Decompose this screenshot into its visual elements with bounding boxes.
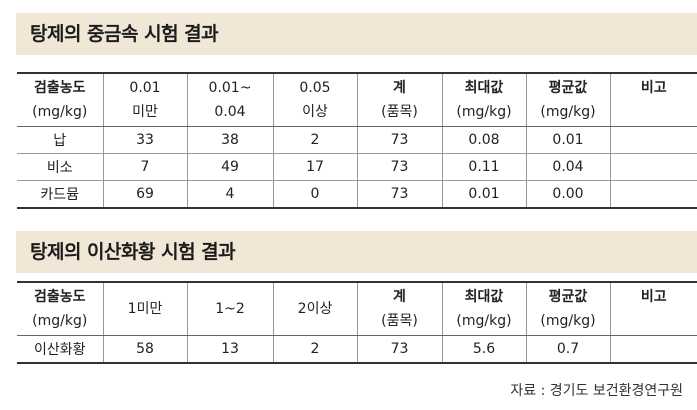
table-cell: 13 [186, 335, 273, 364]
table-cell: 2 [272, 335, 357, 364]
t1-col-concentration: 검출농도 (mg/kg) [17, 72, 103, 127]
table-cell [609, 180, 697, 209]
table1-title: 탕제의 중금속 시험 결과 [16, 13, 697, 55]
heavy-metal-table: 검출농도 (mg/kg) 0.01 미만 0.01~ 0.04 0.05 이상 계 (품목… [17, 72, 697, 209]
table-cell: 7 [102, 153, 187, 181]
table-cell: 73 [356, 335, 442, 364]
table-row: 이산화황 58 13 2 73 5.6 0.7 [17, 335, 697, 364]
row-label: 이산화황 [17, 335, 103, 364]
row-label: 비소 [17, 153, 103, 181]
table-cell: 0.01 [525, 126, 610, 154]
table-cell: 49 [186, 153, 273, 181]
table-row: 카드뮴 69 4 0 73 0.01 0.00 [17, 180, 697, 209]
table-cell: 0.11 [441, 153, 526, 181]
t1-col-total: 계 (품목) [356, 72, 442, 127]
row-label: 카드뮴 [17, 180, 103, 209]
table-cell: 73 [356, 153, 442, 181]
table-cell: 2 [272, 126, 357, 154]
t2-col-avg: 평균값 (mg/kg) [525, 281, 610, 336]
table-cell [609, 153, 697, 181]
table-cell: 4 [186, 180, 273, 209]
t1-col-max: 최대값 (mg/kg) [441, 72, 526, 127]
table-cell: 0.01 [441, 180, 526, 209]
table-cell: 58 [102, 335, 187, 364]
t1-col-remarks: 비고 [609, 72, 697, 127]
table-cell: 0.00 [525, 180, 610, 209]
table-cell: 5.6 [441, 335, 526, 364]
t2-col-1-2: 1~2 [186, 281, 273, 336]
table-cell: 69 [102, 180, 187, 209]
table-cell: 73 [356, 180, 442, 209]
table1-header-row: 검출농도 (mg/kg) 0.01 미만 0.01~ 0.04 0.05 이상 계 (품목… [17, 72, 697, 127]
row-label: 납 [17, 126, 103, 154]
t1-col-over-005: 0.05 이상 [272, 72, 357, 127]
table-cell: 0.04 [525, 153, 610, 181]
t2-col-remarks: 비고 [609, 281, 697, 336]
table-cell: 0.08 [441, 126, 526, 154]
t2-col-under-1: 1미만 [102, 281, 187, 336]
source-note: 자료 : 경기도 보건환경연구원 [510, 383, 683, 399]
t2-col-max: 최대값 (mg/kg) [441, 281, 526, 336]
table2-title: 탕제의 이산화황 시험 결과 [16, 231, 697, 273]
sulfur-dioxide-table: 검출농도 (mg/kg) 1미만 1~2 2이상 계 (품목) 최대값 (mg/kg)… [17, 281, 697, 364]
t2-col-total: 계 (품목) [356, 281, 442, 336]
table-cell: 17 [272, 153, 357, 181]
t1-col-001-004: 0.01~ 0.04 [186, 72, 273, 127]
t2-col-over-2: 2이상 [272, 281, 357, 336]
table-cell [609, 126, 697, 154]
table-cell: 33 [102, 126, 187, 154]
table-cell: 38 [186, 126, 273, 154]
t1-col-under-001: 0.01 미만 [102, 72, 187, 127]
table-cell: 0 [272, 180, 357, 209]
table-cell: 73 [356, 126, 442, 154]
table-cell [609, 335, 697, 364]
table-row: 비소 7 49 17 73 0.11 0.04 [17, 153, 697, 181]
table-cell: 0.7 [525, 335, 610, 364]
t2-col-concentration: 검출농도 (mg/kg) [17, 281, 103, 336]
t1-col-avg: 평균값 (mg/kg) [525, 72, 610, 127]
table-row: 납 33 38 2 73 0.08 0.01 [17, 126, 697, 154]
table2-header-row: 검출농도 (mg/kg) 1미만 1~2 2이상 계 (품목) 최대값 (mg/kg)… [17, 281, 697, 336]
